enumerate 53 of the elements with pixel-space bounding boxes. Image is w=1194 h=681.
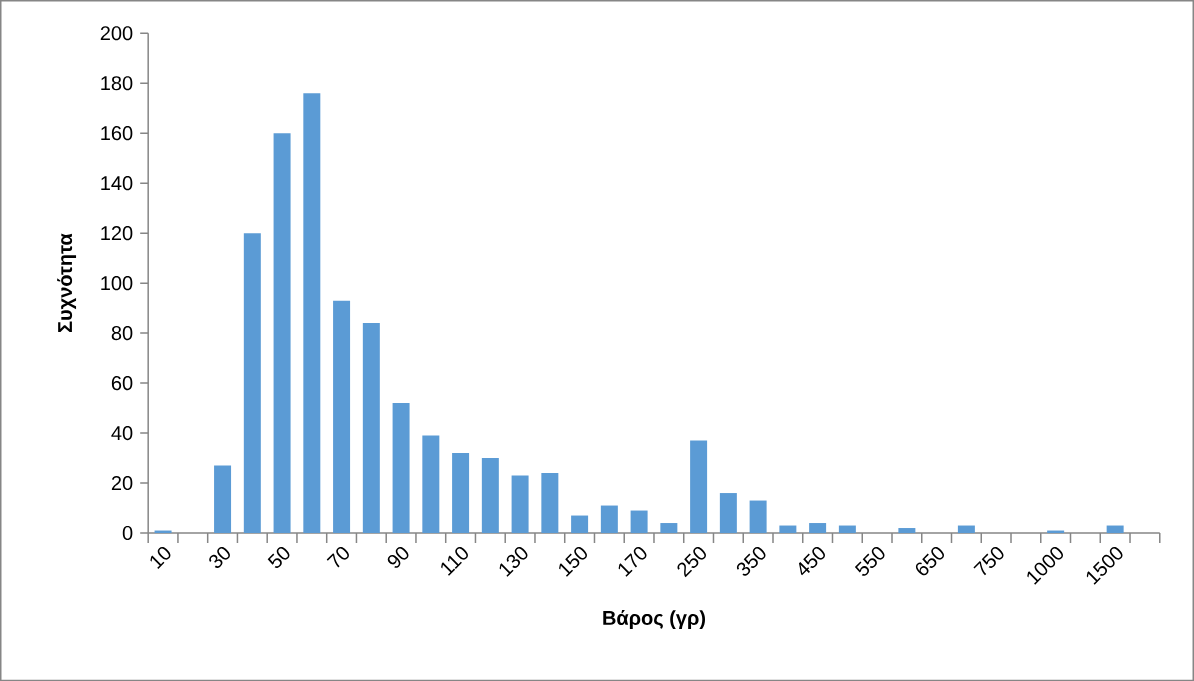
bar: [214, 465, 232, 533]
x-tick-label: 70: [326, 546, 349, 568]
bar: [838, 525, 856, 533]
x-tick-label: 130: [499, 546, 528, 577]
bar: [630, 510, 648, 533]
x-tick-label: 750: [973, 546, 1004, 576]
x-tick-label: 450: [798, 546, 825, 576]
y-tick-label: 40: [111, 425, 133, 441]
bar: [273, 133, 291, 533]
bar: [511, 475, 529, 533]
bar: [243, 233, 261, 533]
y-tick-label: 140: [101, 175, 133, 191]
bar: [719, 492, 737, 533]
y-tick-label: 100: [101, 275, 133, 291]
y-tick-label: 0: [122, 525, 133, 540]
x-tick-label: 150: [559, 546, 587, 577]
bar: [779, 525, 797, 533]
bar: [600, 505, 618, 533]
bar: [749, 500, 767, 533]
y-tick-label: 200: [100, 26, 133, 41]
x-tick-label: 170: [618, 546, 647, 577]
bar: [392, 402, 410, 533]
y-axis-title: Συχνότητα: [57, 233, 77, 332]
bar: [957, 525, 975, 533]
bar: [690, 440, 708, 533]
bar: [452, 452, 470, 533]
bar: [809, 522, 827, 533]
bar: [898, 527, 916, 533]
x-tick-label: 110: [441, 546, 468, 576]
bar: [660, 522, 678, 533]
bar: [362, 323, 380, 533]
bar: [333, 300, 351, 533]
bar: [422, 435, 440, 533]
bar: [541, 472, 559, 533]
bar: [303, 93, 321, 533]
bar: [481, 457, 499, 533]
x-tick-label: 550: [854, 546, 885, 576]
bar: [1106, 525, 1124, 533]
x-tick-label: 50: [267, 546, 290, 568]
x-tick-label: 90: [387, 546, 409, 568]
y-tick-label: 160: [101, 126, 133, 141]
y-tick-label: 20: [111, 475, 133, 491]
y-tick-label: 120: [101, 225, 133, 241]
x-tick-label: 30: [209, 546, 230, 568]
y-tick-label: 60: [111, 375, 133, 391]
x-tick-label: 250: [677, 546, 706, 578]
y-tick-label: 180: [101, 76, 133, 91]
x-tick-label: 10: [150, 546, 171, 569]
x-axis-title: Βάρος (γρ): [603, 609, 706, 629]
x-tick-label: 650: [915, 546, 944, 576]
x-tick-label: 350: [736, 546, 766, 576]
bar: [571, 515, 589, 533]
y-tick-label: 80: [111, 325, 133, 341]
